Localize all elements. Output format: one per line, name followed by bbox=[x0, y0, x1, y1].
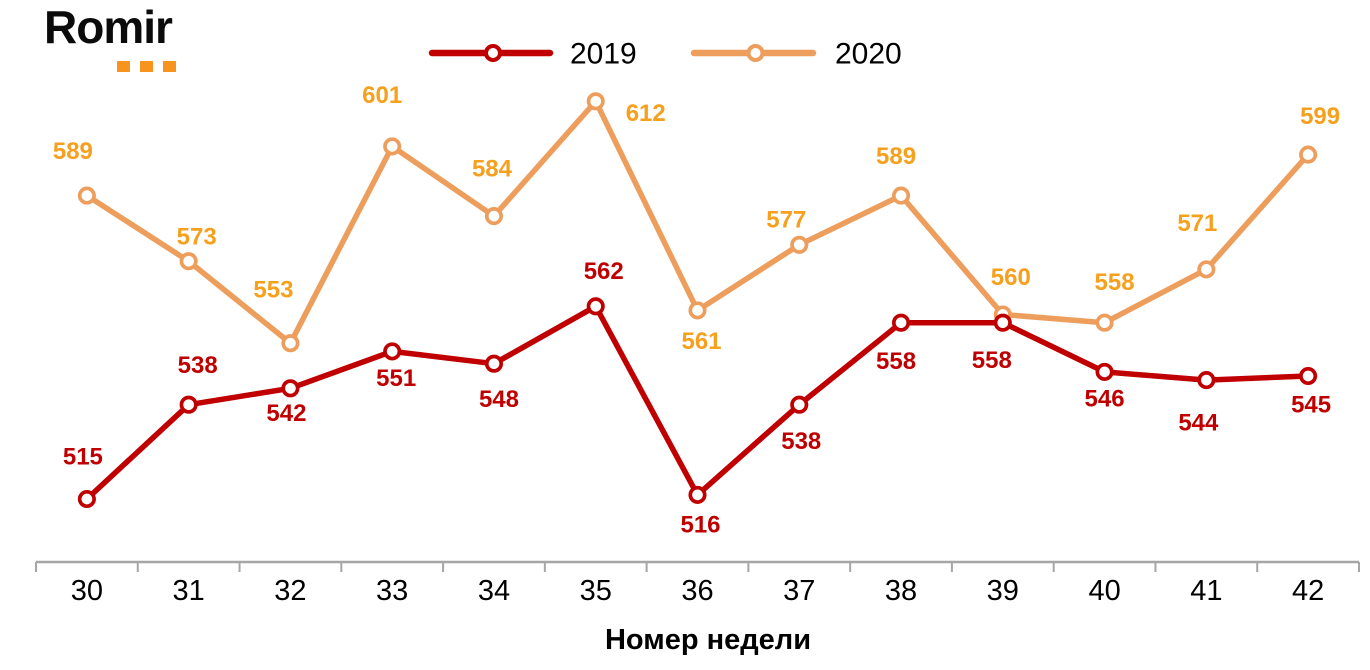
data-label-2019-week-32: 542 bbox=[266, 400, 306, 427]
x-axis-tick-label: 38 bbox=[885, 575, 917, 607]
legend-label-2020: 2020 bbox=[835, 38, 902, 71]
marker-2019-week-31 bbox=[179, 395, 198, 414]
data-label-2019-week-30: 515 bbox=[63, 444, 103, 471]
romir-logo: Romir bbox=[44, 1, 176, 72]
data-label-2020-week-38: 589 bbox=[876, 143, 916, 170]
marker-2020-week-41 bbox=[1197, 260, 1216, 279]
logo-dot bbox=[140, 61, 153, 72]
legend-label-2019: 2019 bbox=[570, 38, 637, 71]
data-label-2019-week-35: 562 bbox=[584, 258, 624, 285]
romir-logo-text: Romir bbox=[44, 1, 173, 53]
data-label-2020-week-30: 589 bbox=[53, 138, 93, 165]
data-label-2020-week-37: 577 bbox=[766, 206, 806, 233]
x-axis-tick-label: 36 bbox=[681, 575, 713, 607]
data-label-2019-week-34: 548 bbox=[479, 386, 519, 413]
marker-2019-week-36 bbox=[688, 485, 707, 504]
x-axis-tick-label: 42 bbox=[1292, 575, 1324, 607]
marker-2020-week-34 bbox=[484, 207, 504, 226]
marker-2019-week-40 bbox=[1095, 362, 1114, 381]
x-axis-tick-label: 37 bbox=[783, 575, 815, 607]
marker-2019-week-42 bbox=[1299, 366, 1318, 386]
data-label-2019-week-37: 538 bbox=[781, 428, 821, 455]
x-axis-tick-label: 35 bbox=[580, 575, 612, 607]
x-axis-tick-label: 34 bbox=[478, 575, 510, 607]
legend-item-2019: 2019 bbox=[428, 38, 637, 71]
x-axis-tick-label: 33 bbox=[376, 575, 408, 607]
marker-2019-week-41 bbox=[1197, 371, 1216, 390]
data-label-2020-week-40: 558 bbox=[1095, 269, 1135, 296]
marker-2019-week-38 bbox=[891, 313, 911, 332]
marker-2019-week-32 bbox=[281, 379, 300, 398]
x-axis-tick-label: 30 bbox=[71, 575, 103, 607]
marker-2020-week-36 bbox=[688, 301, 707, 320]
data-label-2019-week-40: 546 bbox=[1085, 385, 1125, 412]
data-label-2019-week-42: 545 bbox=[1291, 392, 1331, 419]
marker-2020-week-37 bbox=[790, 235, 809, 254]
data-label-2019-week-38: 558 bbox=[876, 348, 916, 375]
marker-2020-week-31 bbox=[179, 252, 198, 271]
series-2020: 589 573 553 601 584 612 561 577 589 560 558 571 599 bbox=[53, 82, 1340, 355]
series-2019: 515 538 542 551 548 562 516 538 558 558 546 544 545 bbox=[63, 258, 1331, 539]
marker-2020-week-40 bbox=[1095, 313, 1114, 332]
marker-2019-week-35 bbox=[586, 297, 605, 316]
x-axis-tick-label: 40 bbox=[1088, 575, 1120, 607]
data-label-2019-week-33: 551 bbox=[376, 365, 416, 392]
marker-2020-week-42 bbox=[1299, 145, 1318, 164]
marker-2020-week-35 bbox=[586, 92, 605, 111]
data-label-2019-week-31: 538 bbox=[178, 352, 218, 379]
x-axis-tick-label: 32 bbox=[274, 575, 306, 607]
legend-marker-2020 bbox=[746, 44, 765, 62]
marker-2019-week-37 bbox=[790, 395, 809, 414]
data-label-2020-week-33: 601 bbox=[362, 82, 402, 109]
logo-dot bbox=[163, 61, 176, 72]
data-label-2020-week-35: 612 bbox=[626, 100, 666, 127]
marker-2019-week-39 bbox=[993, 313, 1012, 332]
data-label-2019-week-39: 558 bbox=[972, 347, 1012, 374]
data-label-2020-week-36: 561 bbox=[681, 328, 721, 355]
data-label-2020-week-42: 599 bbox=[1300, 103, 1340, 130]
marker-2019-week-33 bbox=[383, 342, 402, 361]
logo-dot bbox=[117, 61, 130, 72]
x-axis-tick-label: 31 bbox=[173, 575, 205, 607]
marker-2020-week-32 bbox=[281, 334, 300, 353]
legend-marker-2019 bbox=[484, 44, 502, 62]
x-axis-tick-label: 41 bbox=[1190, 575, 1222, 607]
data-label-2019-week-41: 544 bbox=[1178, 410, 1219, 437]
x-axis-title: Номер недели bbox=[605, 624, 811, 656]
data-label-2020-week-31: 573 bbox=[177, 224, 217, 251]
romir-logo-dots-icon bbox=[117, 61, 186, 72]
marker-2020-week-33 bbox=[383, 137, 402, 156]
marker-2019-week-30 bbox=[77, 489, 96, 509]
marker-2020-week-38 bbox=[891, 186, 911, 205]
data-label-2020-week-39: 560 bbox=[991, 264, 1031, 291]
data-label-2020-week-41: 571 bbox=[1177, 210, 1217, 237]
data-label-2019-week-36: 516 bbox=[680, 511, 720, 538]
marker-2020-week-30 bbox=[77, 186, 96, 205]
data-label-2020-week-32: 553 bbox=[253, 277, 293, 304]
legend-item-2020: 2020 bbox=[690, 38, 902, 71]
x-axis-tick-label: 39 bbox=[987, 575, 1019, 607]
marker-2019-week-34 bbox=[484, 354, 504, 373]
data-label-2020-week-34: 584 bbox=[472, 156, 513, 183]
